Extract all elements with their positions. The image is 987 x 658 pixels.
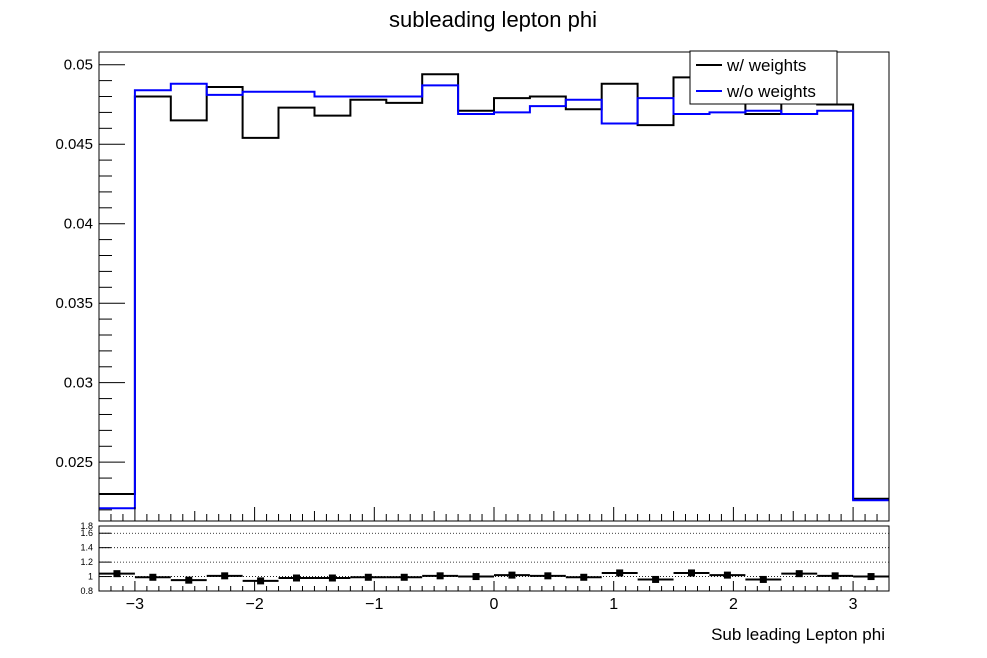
ratio-y-tick-label: 1 <box>88 572 93 582</box>
ratio-y-tick-label: 0.8 <box>80 586 93 596</box>
ratio-point <box>436 572 444 580</box>
x-tick-label: −2 <box>245 596 263 613</box>
ratio-point <box>257 577 265 585</box>
ratio-y-tick-label: 1.2 <box>80 557 93 567</box>
x-tick-label: 2 <box>729 596 738 613</box>
y-tick-label: 0.025 <box>55 454 93 471</box>
main-axes: 0.025 0.03 0.035 0.04 0.045 0.05 <box>55 57 890 521</box>
ratio-point <box>795 570 803 578</box>
legend-box <box>689 50 838 105</box>
ratio-point <box>867 573 875 581</box>
legend-label-unweighted: w/o weights <box>726 82 816 101</box>
legend: w/ weights w/o weights <box>689 50 838 105</box>
ratio-point <box>508 571 516 579</box>
ratio-point <box>759 575 767 583</box>
ratio-y-tick-label: 1.4 <box>80 543 93 553</box>
ratio-point <box>723 571 731 579</box>
ratio-point <box>293 574 300 582</box>
ratio-points <box>99 569 889 585</box>
ratio-point <box>688 569 695 577</box>
ratio-point <box>544 572 552 580</box>
ratio-point <box>221 572 229 580</box>
y-tick-label: 0.03 <box>64 375 93 392</box>
x-tick-label: 1 <box>609 596 618 613</box>
ratio-point <box>328 574 336 582</box>
y-tick-label: 0.05 <box>64 57 93 74</box>
x-axis-label: Sub leading Lepton phi <box>711 625 885 644</box>
ratio-y-tick-label: 1.6 <box>80 528 93 538</box>
ratio-axes: 0.8 1 1.2 1.4 1.61.8 −3 −2 −1 0 1 2 3 <box>80 521 890 613</box>
y-tick-label: 0.035 <box>55 295 93 312</box>
x-tick-label: 3 <box>849 596 858 613</box>
legend-label-weighted: w/ weights <box>726 56 806 75</box>
ratio-point <box>472 573 480 581</box>
y-tick-label: 0.04 <box>64 216 93 233</box>
ratio-point <box>652 575 660 583</box>
ratio-point <box>831 572 839 580</box>
ratio-point <box>580 573 588 581</box>
ratio-point <box>149 573 157 581</box>
x-tick-label: −3 <box>126 596 144 613</box>
ratio-point <box>113 570 121 578</box>
main-histograms <box>99 73 889 510</box>
ratio-y-tick-label: 1.8 <box>80 521 93 531</box>
ratio-point <box>400 573 408 581</box>
ratio-point <box>185 576 193 584</box>
ratio-point <box>364 573 372 581</box>
y-tick-label: 0.045 <box>55 136 93 153</box>
ratio-point <box>616 569 624 577</box>
x-tick-label: −1 <box>365 596 383 613</box>
x-tick-label: 0 <box>490 596 499 613</box>
chart-title: subleading lepton phi <box>389 7 597 32</box>
histogram-line-unweighted <box>99 82 889 510</box>
